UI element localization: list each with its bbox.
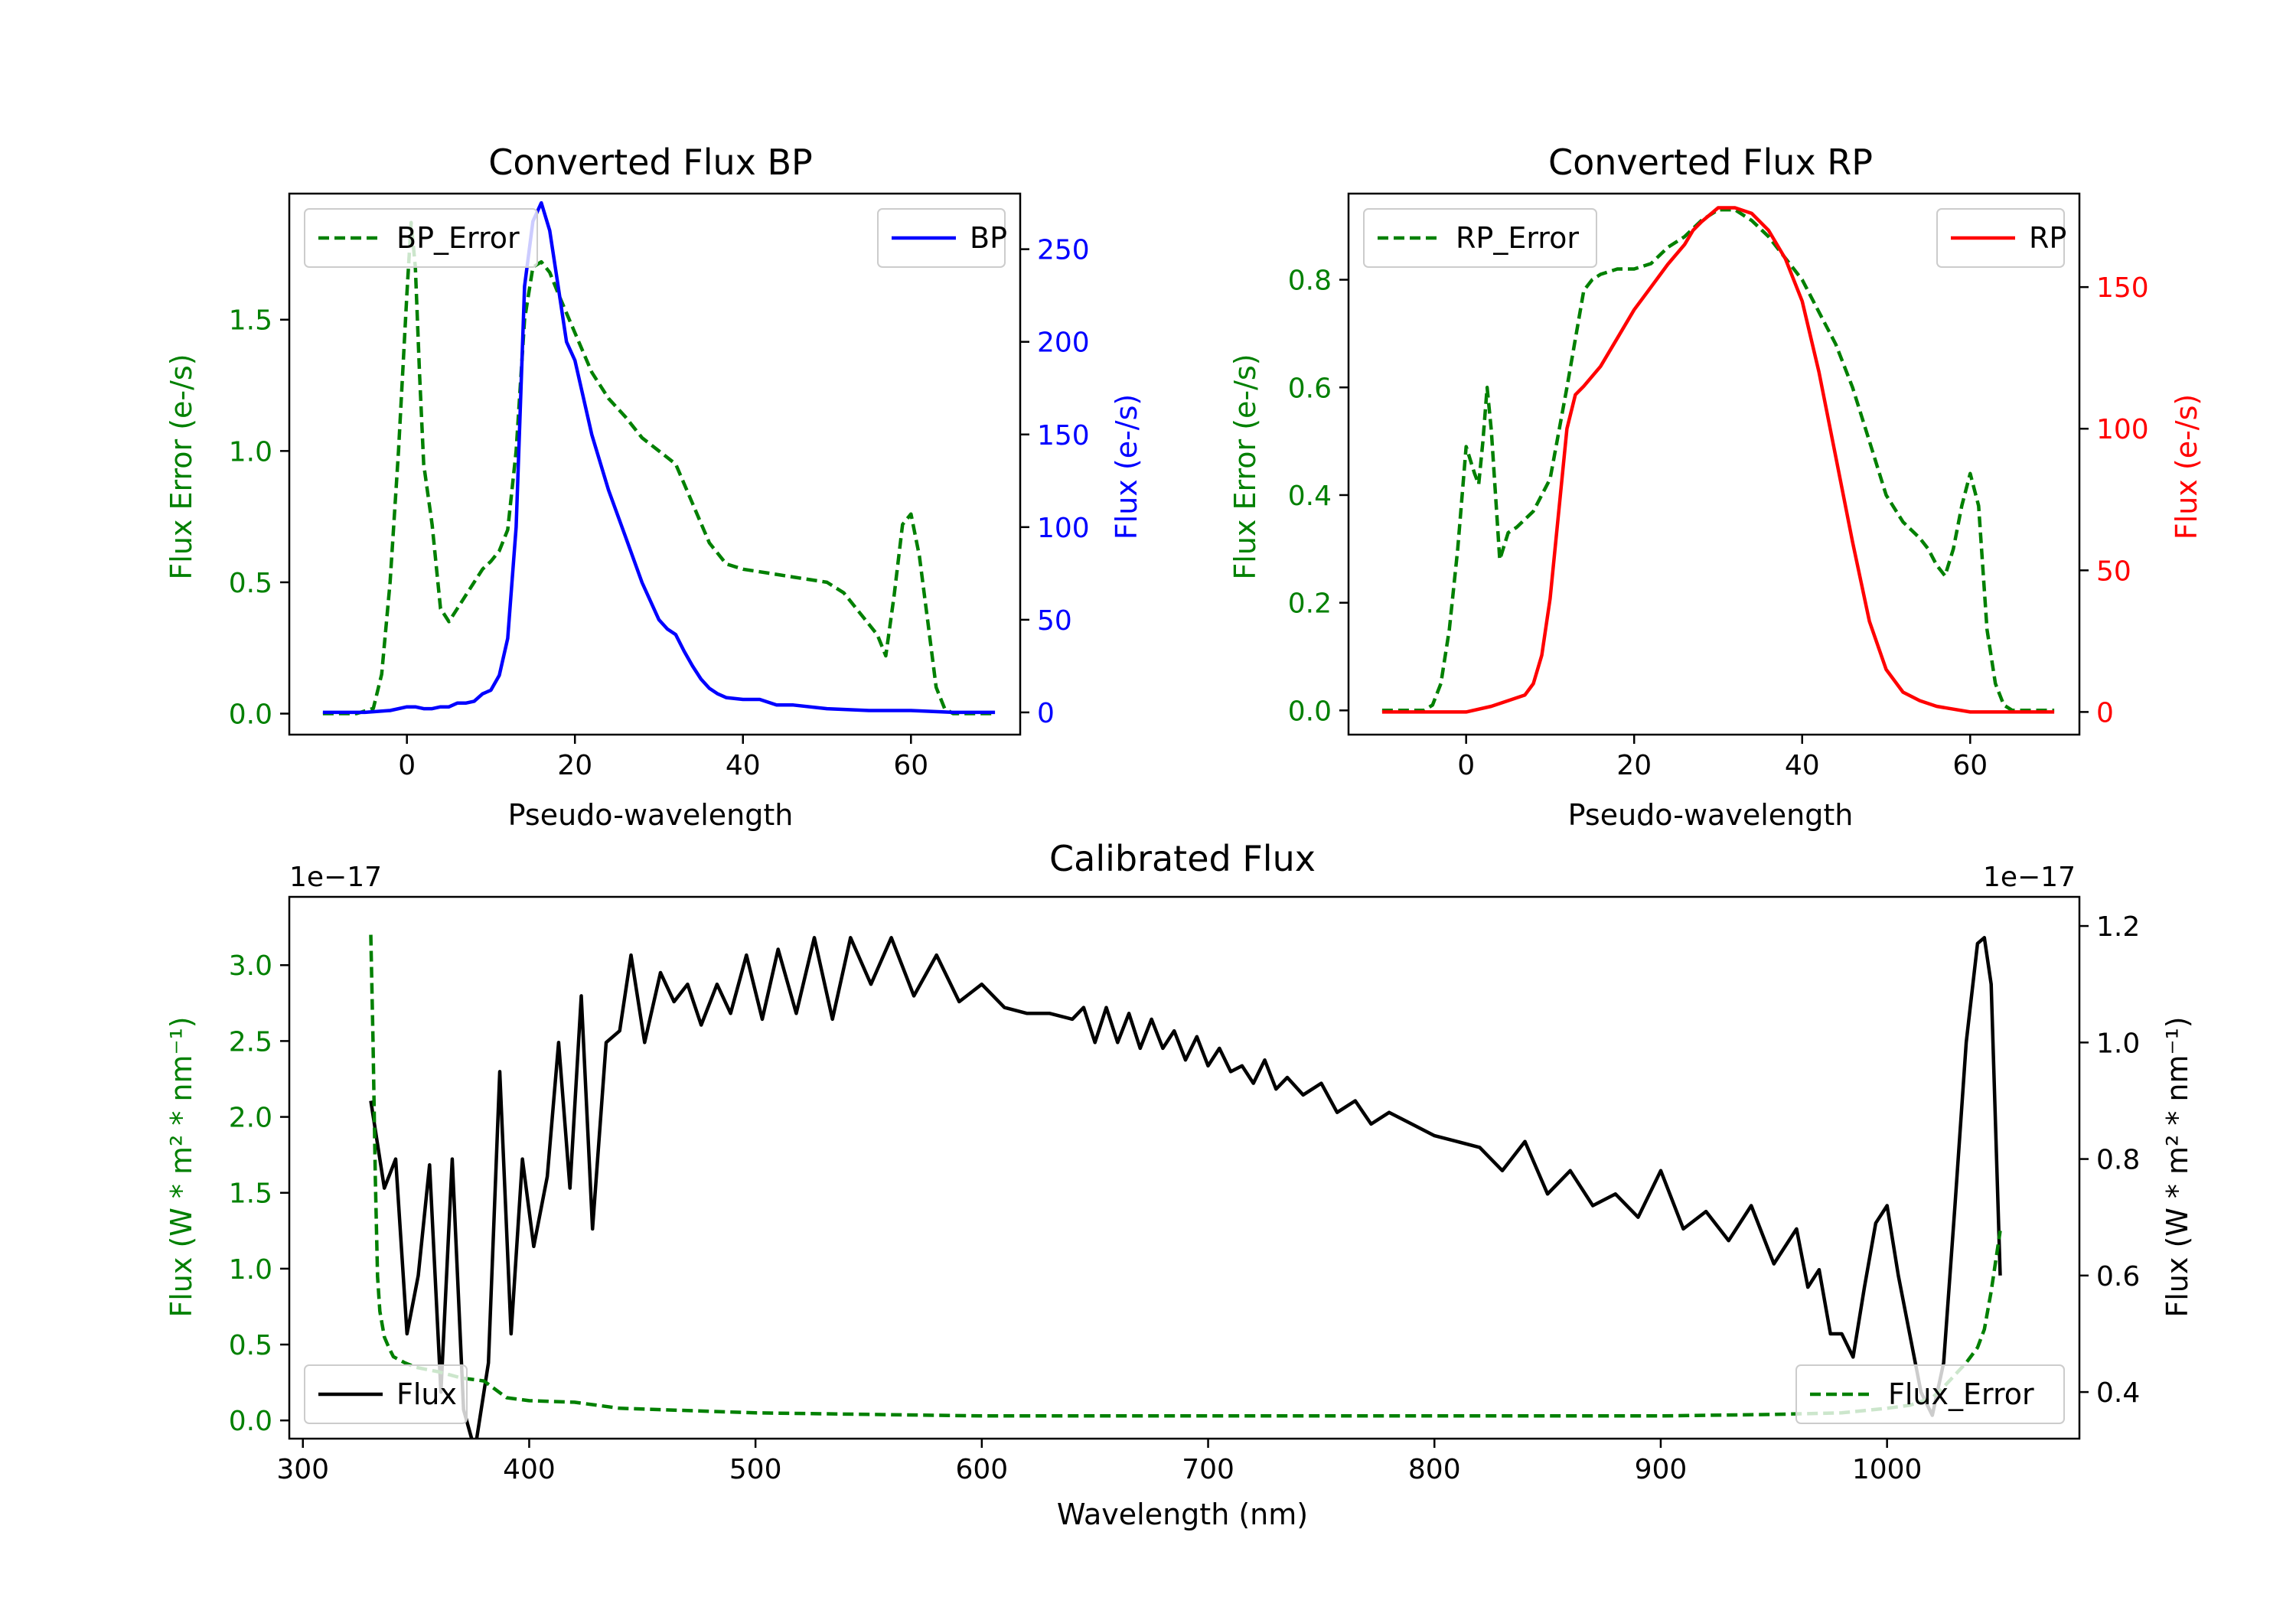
x-tick-label: 700 (1182, 1454, 1234, 1485)
left-tick-label: 0.5 (229, 568, 272, 599)
legend-label: RP_Error (1456, 221, 1579, 255)
series-line-rp-error (1381, 207, 2055, 712)
x-tick-label: 20 (1616, 750, 1652, 781)
right-offset-text: 1e−17 (1983, 862, 2076, 893)
left-tick-label: 1.0 (229, 436, 272, 468)
right-tick-label: 250 (1037, 235, 1090, 266)
series-line-bp (322, 200, 996, 715)
series-line-flux (369, 936, 2002, 1439)
left-axis-label: Flux Error (e-/s) (165, 354, 198, 579)
x-tick-label: 1000 (1852, 1454, 1923, 1485)
right-tick-label: 100 (2096, 414, 2149, 445)
x-tick-label: 20 (557, 750, 592, 781)
right-tick-label: 200 (1037, 328, 1090, 359)
right-tick-label: 1.0 (2096, 1028, 2140, 1059)
right-axis-label: Flux (e-/s) (1110, 394, 1143, 539)
chart-title: Converted Flux BP (488, 142, 813, 183)
legend-label: Flux_Error (1888, 1377, 2034, 1411)
left-axis-label: Flux Error (e-/s) (1228, 354, 1262, 579)
panel-rp: Converted Flux RP Pseudo-wavelength Flux… (1228, 142, 2203, 832)
legend-label: RP (2029, 221, 2066, 255)
right-tick-label: 150 (1037, 420, 1090, 451)
right-tick-label: 50 (1037, 605, 1072, 637)
legend-label: BP (970, 221, 1007, 255)
legend-box (1795, 1364, 2065, 1424)
right-tick-label: 0.4 (2096, 1377, 2140, 1409)
left-tick-label: 0.6 (1288, 373, 1332, 404)
x-tick-label: 40 (1785, 750, 1820, 781)
left-offset-text: 1e−17 (289, 862, 382, 893)
legend-bp-error: BP_Error (304, 208, 538, 268)
x-tick-label: 600 (955, 1454, 1008, 1485)
left-tick-label: 0.2 (1288, 588, 1332, 620)
plot-frame (1347, 192, 2081, 736)
legend-label: Flux (396, 1377, 457, 1411)
right-tick-label: 0.6 (2096, 1261, 2140, 1292)
legend-box (304, 208, 538, 268)
right-tick-label: 1.2 (2096, 911, 2140, 943)
right-tick-label: 150 (2096, 272, 2149, 304)
right-tick-label: 100 (1037, 513, 1090, 544)
right-axis-label: Flux (e-/s) (2170, 394, 2203, 539)
right-tick-label: 0.8 (2096, 1145, 2140, 1176)
x-axis-label: Pseudo-wavelength (1568, 798, 1854, 832)
right-axis-label: Flux (W * m² * nm⁻¹) (2161, 1016, 2194, 1317)
series-line-bp-error (322, 220, 996, 715)
legend-box (1363, 208, 1597, 268)
right-tick-label: 50 (2096, 556, 2131, 587)
x-axis-label: Wavelength (nm) (1057, 1498, 1308, 1531)
left-tick-label: 0.0 (229, 1406, 272, 1437)
plot-frame (288, 192, 1022, 736)
legend-flux-error: Flux_Error (1795, 1364, 2065, 1424)
left-tick-label: 0.0 (229, 699, 272, 731)
left-tick-label: 0.8 (1288, 266, 1332, 297)
left-tick-label: 2.0 (229, 1103, 272, 1134)
left-tick-label: 1.0 (229, 1254, 272, 1286)
right-tick-label: 0 (2096, 697, 2114, 729)
panel-bp: Converted Flux BP Pseudo-wavelength Flux… (165, 142, 1143, 832)
left-tick-label: 1.5 (229, 305, 272, 337)
x-tick-label: 0 (398, 750, 416, 781)
legend-label: BP_Error (396, 221, 520, 255)
left-tick-label: 1.5 (229, 1178, 272, 1210)
legend-box (304, 1364, 468, 1424)
x-tick-label: 900 (1635, 1454, 1688, 1485)
x-tick-label: 60 (893, 750, 928, 781)
right-tick-label: 0 (1037, 698, 1055, 729)
series-line-flux-error (369, 934, 2002, 1418)
legend-bp: BP (877, 208, 1007, 268)
legend-rp: RP (1936, 208, 2066, 268)
left-tick-label: 2.5 (229, 1026, 272, 1058)
series-line-rp (1381, 206, 2055, 714)
legend-rp-error: RP_Error (1363, 208, 1597, 268)
x-axis-label: Pseudo-wavelength (508, 798, 794, 832)
left-tick-label: 0.4 (1288, 481, 1332, 512)
chart-title: Calibrated Flux (1049, 838, 1316, 879)
x-tick-label: 300 (276, 1454, 329, 1485)
left-tick-label: 0.5 (229, 1330, 272, 1361)
x-tick-label: 400 (503, 1454, 556, 1485)
left-tick-label: 3.0 (229, 950, 272, 982)
x-tick-label: 40 (726, 750, 761, 781)
x-tick-label: 500 (729, 1454, 782, 1485)
legend-flux: Flux (304, 1364, 468, 1424)
plot-frame (288, 895, 2081, 1440)
panel-calibrated: Calibrated Flux Wavelength (nm) Flux (W … (165, 838, 2194, 1531)
x-tick-label: 800 (1408, 1454, 1461, 1485)
x-tick-label: 60 (1952, 750, 1988, 781)
left-tick-label: 0.0 (1288, 696, 1332, 727)
left-axis-label: Flux (W * m² * nm⁻¹) (165, 1016, 198, 1317)
x-tick-label: 0 (1457, 750, 1475, 781)
chart-title: Converted Flux RP (1548, 142, 1873, 183)
